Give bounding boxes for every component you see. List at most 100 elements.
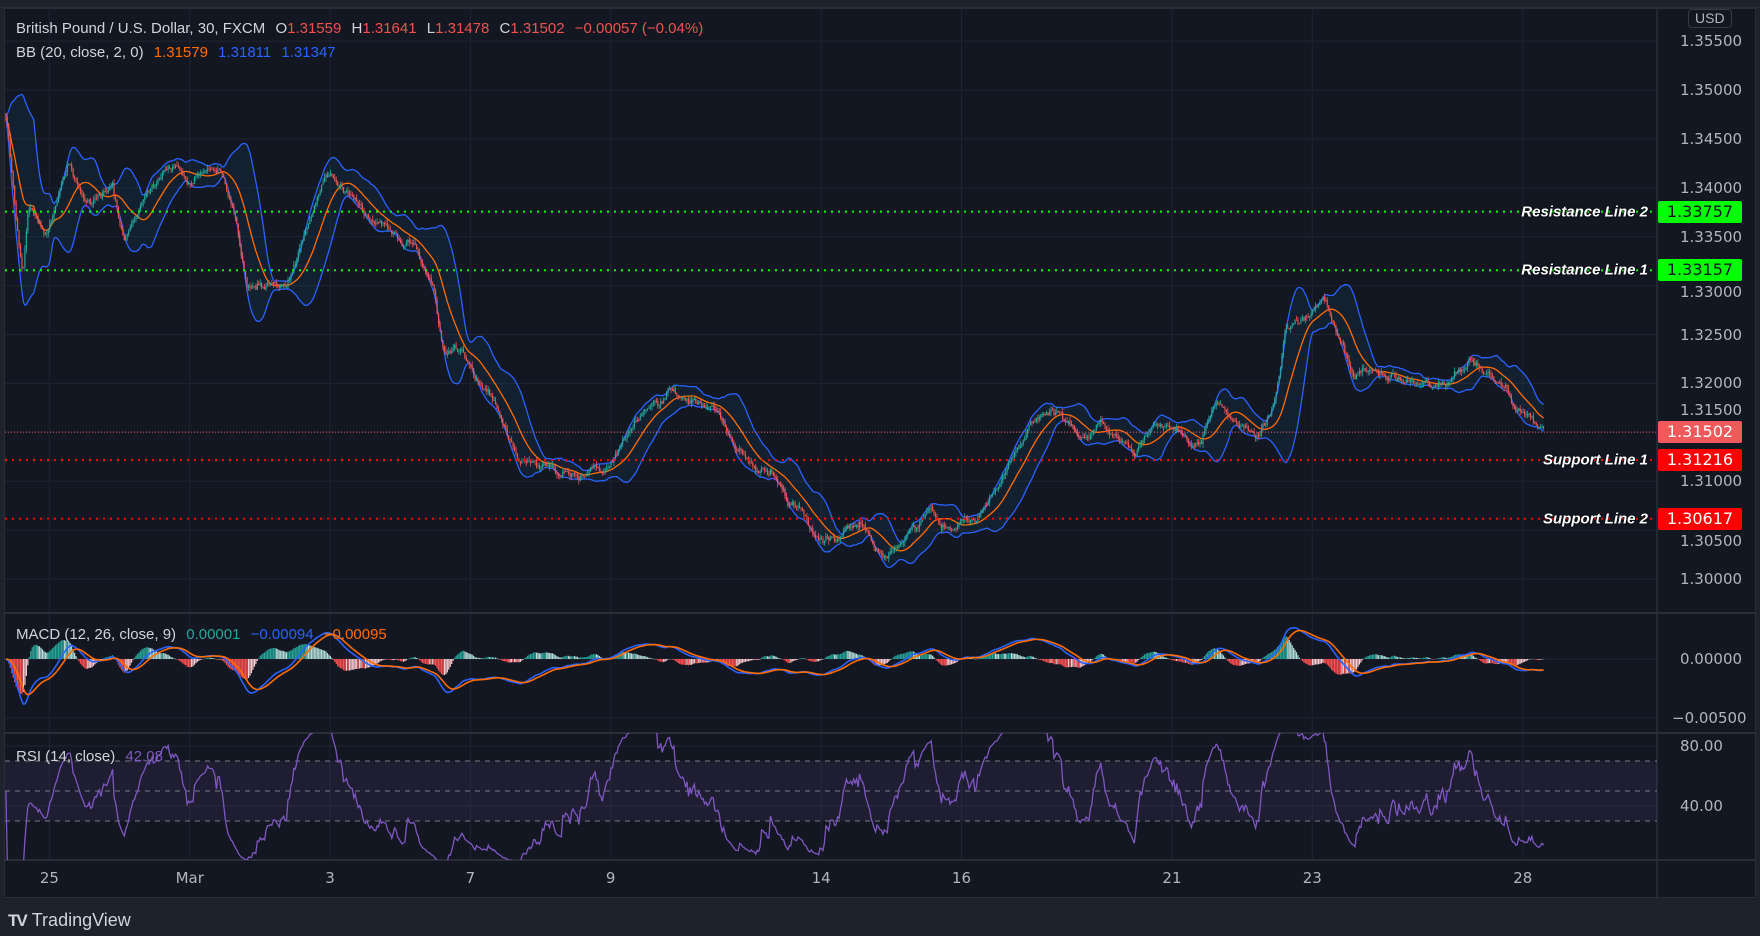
macd-histogram-bar — [683, 659, 685, 665]
candle — [1038, 414, 1040, 423]
macd-legend[interactable]: MACD (12, 26, close, 9) 0.00001 −0.00094… — [16, 626, 393, 643]
macd-histogram-bar — [72, 649, 74, 659]
candle — [1393, 372, 1396, 378]
candle — [547, 460, 549, 468]
candle-body — [534, 460, 536, 462]
candle — [1373, 369, 1375, 372]
macd-histogram-bar — [1234, 659, 1236, 666]
symbol-legend[interactable]: British Pound / U.S. Dollar, 30, FXCM O1… — [16, 20, 709, 37]
macd-histogram-bar — [1035, 658, 1037, 659]
candle — [1260, 423, 1263, 438]
macd-histogram-bar — [139, 650, 141, 659]
candle-body — [1458, 368, 1460, 373]
candle-body — [645, 409, 647, 411]
candle — [1472, 357, 1475, 367]
candle — [325, 172, 327, 182]
candle-body — [167, 166, 169, 170]
candle-body — [746, 458, 748, 459]
macd-histogram-bar — [145, 647, 147, 659]
macd-histogram-bar — [1405, 658, 1407, 659]
candle-body — [1373, 370, 1375, 372]
candle — [674, 385, 676, 395]
macd-histogram-bar — [269, 648, 272, 659]
candle — [166, 165, 168, 172]
candle — [1535, 421, 1537, 426]
candle-body — [967, 518, 969, 521]
macd-histogram-bar — [682, 659, 684, 665]
macd-histogram-bar — [984, 655, 986, 659]
candle — [934, 511, 937, 519]
candle — [445, 346, 447, 355]
macd-histogram-bar — [511, 659, 513, 663]
macd-histogram-bar — [592, 654, 595, 659]
candle-body — [1272, 404, 1274, 410]
candle-body — [158, 178, 160, 180]
macd-histogram-bar — [573, 656, 576, 659]
macd-pane — [5, 626, 1545, 705]
candle — [169, 165, 171, 170]
macd-histogram-bar — [1009, 653, 1011, 659]
candle — [1015, 447, 1017, 457]
macd-histogram-bar — [747, 659, 750, 662]
candle — [503, 423, 505, 428]
candle-body — [1149, 430, 1151, 433]
macd-histogram-bar — [1297, 655, 1299, 659]
macd-histogram-bar — [1515, 659, 1517, 666]
macd-histogram-bar — [239, 659, 241, 676]
candle-body — [1363, 368, 1365, 370]
candle-body — [1468, 358, 1470, 365]
candle — [904, 535, 906, 547]
candle-body — [619, 446, 621, 450]
candle — [1181, 429, 1184, 438]
candle — [300, 239, 302, 253]
macd-histogram-bar — [908, 651, 910, 659]
tradingview-brand[interactable]: TV TradingView — [8, 910, 131, 931]
candle — [215, 167, 217, 175]
macd-histogram-bar — [1019, 655, 1021, 659]
macd-histogram-bar — [570, 656, 573, 659]
candle — [297, 249, 299, 262]
candle — [1369, 366, 1371, 375]
candle-body — [31, 207, 33, 211]
candle — [46, 230, 48, 238]
macd-histogram-bar — [475, 657, 478, 659]
candle-body — [1291, 324, 1293, 327]
macd-histogram-bar — [882, 659, 884, 665]
candle — [739, 445, 741, 455]
candle — [760, 465, 763, 473]
candle-body — [632, 427, 634, 430]
candle-body — [822, 539, 824, 543]
macd-histogram-bar — [858, 654, 861, 659]
candle-body — [803, 510, 805, 515]
macd-histogram-bar — [1464, 655, 1466, 659]
candle-body — [543, 464, 545, 466]
candle — [360, 200, 362, 210]
candle-body — [41, 226, 44, 230]
candle-body — [230, 199, 232, 205]
candle — [1405, 375, 1407, 384]
bb-legend[interactable]: BB (20, close, 2, 0) 1.31579 1.31811 1.3… — [16, 44, 342, 61]
candle — [649, 403, 652, 411]
macd-histogram-bar — [740, 659, 742, 664]
candle — [426, 270, 428, 278]
macd-histogram-bar — [917, 654, 919, 659]
macd-histogram-bar — [176, 659, 178, 660]
candle — [1499, 380, 1501, 385]
macd-histogram-bar — [281, 650, 283, 659]
rsi-legend[interactable]: RSI (14, close) 42.08 — [16, 748, 169, 765]
candle-body — [1203, 431, 1206, 435]
candle-body — [597, 466, 599, 468]
candle — [1078, 432, 1080, 440]
candle — [335, 176, 337, 186]
currency-button[interactable]: USD — [1688, 9, 1732, 28]
candle-body — [1376, 369, 1378, 372]
candle-body — [109, 187, 111, 190]
candle-body — [131, 224, 133, 228]
candle — [525, 458, 527, 467]
candle — [411, 239, 413, 248]
candle-body — [959, 521, 961, 523]
macd-histogram-bar — [557, 656, 560, 659]
macd-histogram-bar — [1265, 655, 1267, 659]
macd-histogram-bar — [477, 657, 479, 659]
